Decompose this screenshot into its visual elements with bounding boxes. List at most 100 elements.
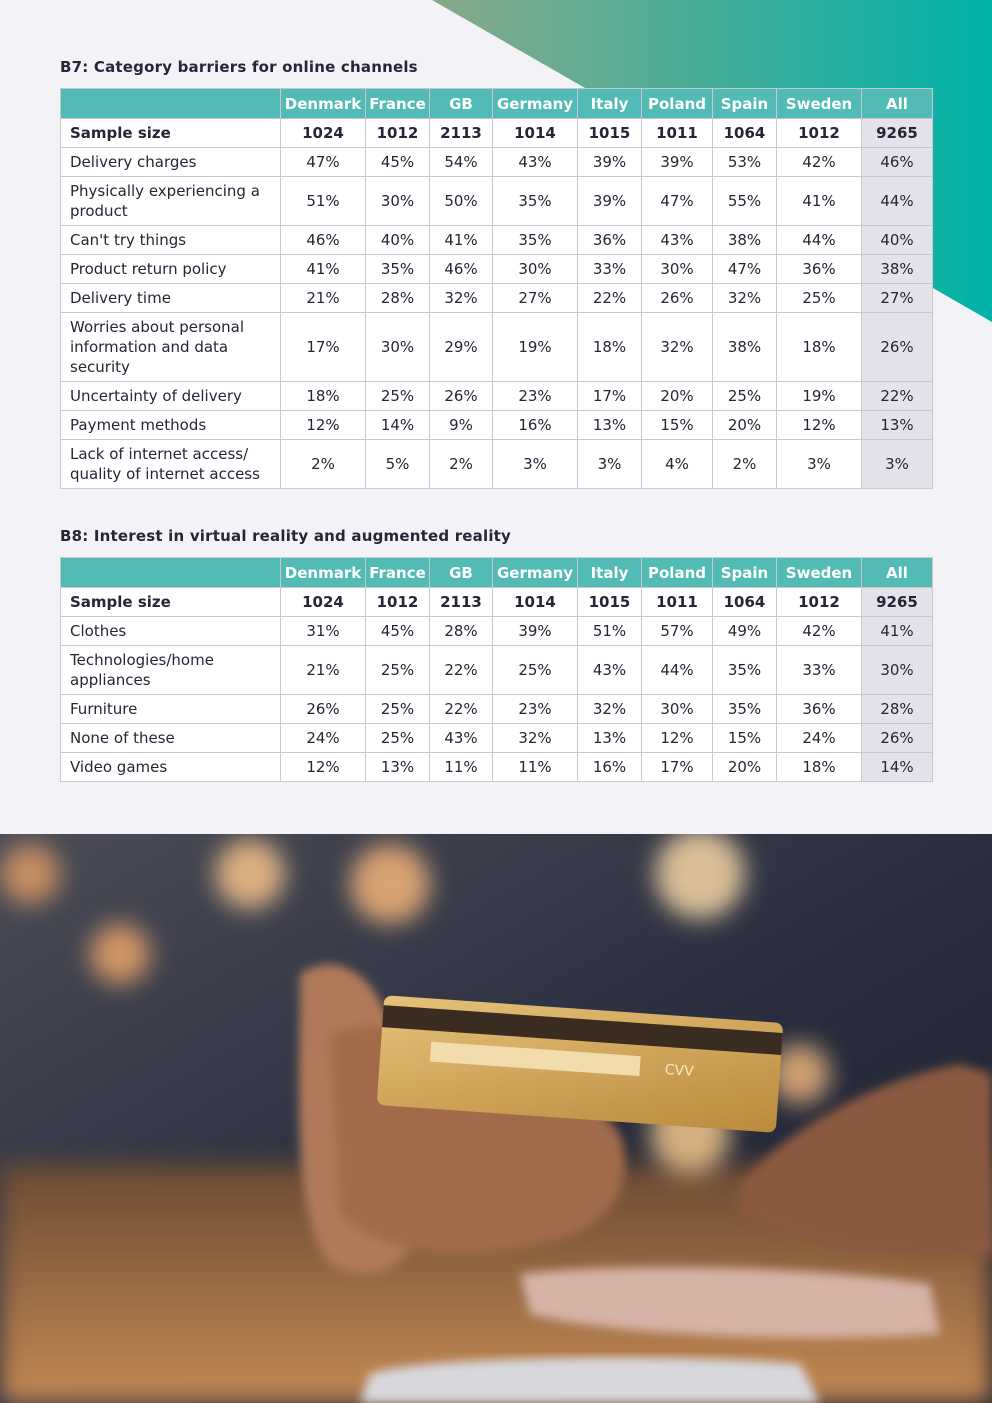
cell: 17% [577, 381, 642, 411]
header-cell: Spain [712, 88, 777, 119]
cell: 1015 [577, 587, 642, 617]
table-row: Delivery time 21% 28% 32% 27% 22% 26% 32% 25% 27% [60, 283, 933, 313]
cell: 26% [861, 723, 933, 753]
cell: 24% [776, 723, 862, 753]
header-cell: Germany [492, 88, 578, 119]
cell: 21% [280, 283, 366, 313]
cell: 20% [641, 381, 713, 411]
cell: 1064 [712, 118, 777, 148]
row-label: Worries about personal information and d… [60, 312, 281, 382]
cell: 11% [492, 752, 578, 782]
cell: 1014 [492, 587, 578, 617]
cell: 1012 [776, 118, 862, 148]
cell: 1012 [365, 587, 430, 617]
cell: 42% [776, 147, 862, 177]
table-row: Video games 12% 13% 11% 11% 16% 17% 20% 18% 14% [60, 752, 933, 782]
cell: 30% [365, 176, 430, 226]
table-row: Physically experiencing a product 51% 30% 5… [60, 176, 933, 226]
cell: 26% [641, 283, 713, 313]
table-row: Delivery charges 47% 45% 54% 43% 39% 39% 53% 42%… [60, 147, 933, 177]
cell: 24% [280, 723, 366, 753]
table-title: B7: Category barriers for online channel… [60, 58, 418, 76]
header-cell: Poland [641, 557, 713, 588]
table-title: B8: Interest in virtual reality and augm… [60, 527, 512, 545]
cell: 43% [429, 723, 493, 753]
header-cell: Poland [641, 88, 713, 119]
cell: 46% [861, 147, 933, 177]
cell: 32% [492, 723, 578, 753]
cell: 40% [861, 225, 933, 255]
cell: 25% [776, 283, 862, 313]
cell: 35% [712, 645, 777, 695]
header-cell: All [861, 557, 933, 588]
table-row: Product return policy 41% 35% 46% 30% 33% 30% 4… [60, 254, 933, 284]
row-label: Furniture [60, 694, 281, 724]
cell: 19% [492, 312, 578, 382]
row-label: Uncertainty of delivery [60, 381, 281, 411]
cell: 21% [280, 645, 366, 695]
header-row: Denmark France GB Germany Italy Poland Spain Sw… [60, 88, 933, 119]
cell: 2% [429, 439, 493, 489]
header-cell: France [365, 88, 430, 119]
cell: 28% [365, 283, 430, 313]
table-row: Lack of internet access/ quality of inte… [60, 439, 933, 489]
cell: 51% [280, 176, 366, 226]
cell: 2% [280, 439, 366, 489]
cell: 29% [429, 312, 493, 382]
header-cell: Spain [712, 557, 777, 588]
cell: 50% [429, 176, 493, 226]
cell: 27% [861, 283, 933, 313]
header-cell: Denmark [280, 88, 366, 119]
row-label: Delivery charges [60, 147, 281, 177]
cell: 38% [712, 225, 777, 255]
cell: 32% [577, 694, 642, 724]
cell: 25% [365, 381, 430, 411]
cell: 44% [861, 176, 933, 226]
header-cell: Italy [577, 88, 642, 119]
cell: 41% [776, 176, 862, 226]
cell: 14% [365, 410, 430, 440]
cell: 3% [861, 439, 933, 489]
header-row: Denmark France GB Germany Italy Poland Spain Sw… [60, 557, 933, 588]
photo: CVV [0, 834, 992, 1403]
row-label: Technologies/home appliances [60, 645, 281, 695]
cell: 12% [280, 410, 366, 440]
cell: 47% [280, 147, 366, 177]
cell: 13% [365, 752, 430, 782]
cell: 54% [429, 147, 493, 177]
cell: 19% [776, 381, 862, 411]
row-label: Sample size [60, 587, 281, 617]
cell: 45% [365, 147, 430, 177]
cell: 23% [492, 381, 578, 411]
cell: 35% [492, 225, 578, 255]
cell: 16% [577, 752, 642, 782]
cell: 1024 [280, 118, 366, 148]
cell: 39% [492, 616, 578, 646]
cell: 41% [280, 254, 366, 284]
card-label: CVV [664, 1062, 694, 1080]
cell: 14% [861, 752, 933, 782]
cell: 39% [577, 147, 642, 177]
header-cell: France [365, 557, 430, 588]
cell: 31% [280, 616, 366, 646]
cell: 1064 [712, 587, 777, 617]
row-label: Clothes [60, 616, 281, 646]
table-row: Worries about personal information and d… [60, 312, 933, 382]
cell: 17% [280, 312, 366, 382]
cell: 3% [492, 439, 578, 489]
cell: 32% [641, 312, 713, 382]
cell: 35% [712, 694, 777, 724]
cell: 30% [641, 694, 713, 724]
cell: 22% [577, 283, 642, 313]
cell: 45% [365, 616, 430, 646]
cell: 1014 [492, 118, 578, 148]
cell: 1015 [577, 118, 642, 148]
cell: 15% [641, 410, 713, 440]
row-label: Lack of internet access/ quality of inte… [60, 439, 281, 489]
row-label: Physically experiencing a product [60, 176, 281, 226]
header-cell [60, 557, 281, 588]
cell: 41% [861, 616, 933, 646]
header-cell: Germany [492, 557, 578, 588]
table-row: None of these 24% 25% 43% 32% 13% 12% 15% 24% 26% [60, 723, 933, 753]
